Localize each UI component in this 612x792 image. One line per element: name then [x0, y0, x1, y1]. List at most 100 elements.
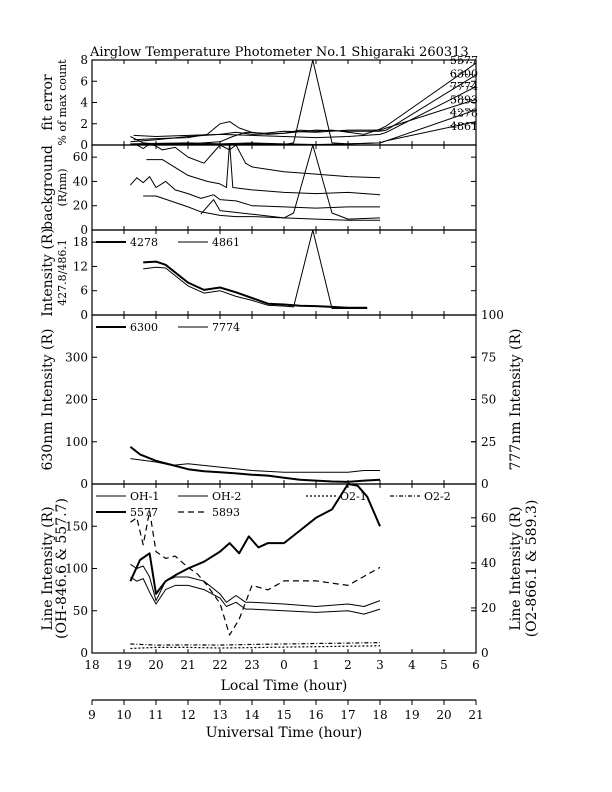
y-tick-label: 6: [80, 284, 88, 298]
series-label-6300: 6300: [450, 67, 478, 80]
series-line-bg-1: [132, 144, 381, 179]
panel-frame: [91, 144, 477, 231]
series-label-7774: 7774: [450, 80, 478, 93]
y-tick-label: 8: [80, 53, 88, 67]
series-line-bg-5: [200, 199, 380, 221]
legend-label-oh-1: OH-1: [130, 490, 159, 503]
legend-label-4861: 4861: [212, 236, 240, 249]
series-line-4861: [130, 59, 476, 145]
y-axis-label-2: 427.8/486.1: [56, 239, 69, 306]
legend-label-5577: 5577: [130, 506, 158, 519]
local-time-tick-label: 1: [312, 658, 320, 672]
y-tick-label: 100: [65, 562, 88, 576]
universal-time-tick-label: 18: [372, 708, 387, 722]
local-time-tick-label: 23: [244, 658, 259, 672]
universal-time-tick-label: 19: [404, 708, 419, 722]
local-time-axis-label: Local Time (hour): [221, 678, 348, 694]
series-line-o2-1: [130, 645, 381, 650]
y-tick-label: 20: [73, 199, 88, 213]
chart-title: Airglow Temperature Photometer No.1 Shig…: [89, 45, 469, 60]
legend-label-o2-1: O2-1: [340, 490, 367, 503]
local-time-tick-label: 0: [280, 658, 288, 672]
series-line-4861: [143, 229, 368, 309]
y-tick-label: 6: [80, 74, 88, 88]
series-line-6300: [129, 446, 381, 483]
legend-label-4278: 4278: [130, 236, 158, 249]
y-tick-label: 50: [73, 604, 88, 618]
y-tick-label: 2: [80, 117, 88, 131]
y-axis-label: background: [40, 145, 56, 230]
series-line-5893: [130, 510, 381, 636]
panel-background: 0 20 40 60 background (R/nm): [40, 144, 477, 237]
series-group: [129, 446, 381, 483]
y-tick-label: 12: [73, 259, 88, 273]
local-time-tick-label: 5: [440, 658, 448, 672]
y-tick-label: 200: [65, 393, 88, 407]
series-group: [130, 59, 476, 145]
y-tick-label: 0: [80, 138, 88, 152]
series-line-oh-1: [130, 576, 381, 615]
legend-label-7774: 7774: [212, 321, 240, 334]
local-time-tick-label: 3: [376, 658, 384, 672]
y-right-tick-label: 20: [481, 601, 496, 615]
label-leader: [447, 85, 477, 87]
series-line-4278: [130, 109, 476, 145]
universal-time-tick-label: 20: [436, 708, 451, 722]
label-leader: [447, 59, 477, 64]
series-line-5577: [129, 483, 381, 595]
y-right-tick-label: 0: [481, 646, 489, 660]
label-leader: [447, 109, 477, 113]
series-label-4861: 4861: [450, 120, 478, 133]
panel-fit: 0 2 4 6 8 fit error% of max count 557763007774…: [40, 53, 478, 152]
y-right-axis-label: 777nm Intensity (R): [508, 328, 524, 470]
series-line-o2-2: [130, 642, 381, 646]
y-tick-label: 0: [80, 477, 88, 491]
panel-red: 0 100 200 300 0 25 50 75 100 630nm Intensity (R) 7…: [40, 308, 524, 491]
universal-time-tick-label: 10: [116, 708, 131, 722]
y-axis-label-2: % of max count: [56, 59, 69, 146]
y-tick-label: 100: [65, 435, 88, 449]
local-time-tick-label: 18: [84, 658, 99, 672]
y-axis-label-2: (R/nm): [56, 168, 69, 206]
legend-label-oh-2: OH-2: [212, 490, 241, 503]
legend: 4278 4861: [96, 236, 240, 249]
y-axis-label-2: (OH-846.6 & 557.7): [54, 498, 70, 639]
y-right-tick-label: 50: [481, 393, 496, 407]
y-tick-label: 300: [65, 350, 88, 364]
y-tick-label: 4: [80, 96, 88, 110]
y-tick-label: 60: [73, 150, 88, 164]
y-right-tick-label: 60: [481, 511, 496, 525]
local-time-tick-label: 21: [180, 658, 195, 672]
universal-time-axis-label: Universal Time (hour): [206, 725, 363, 741]
label-leader: [447, 72, 477, 76]
y-right-axis-label: Line Intensity (R): [508, 506, 524, 630]
series-line-4278: [143, 260, 368, 309]
panel-frame: [91, 59, 477, 146]
y-tick-label: 18: [73, 235, 88, 249]
y-tick-label: 0: [80, 646, 88, 660]
local-time-tick-label: 4: [408, 658, 416, 672]
local-time-tick-label: 2: [344, 658, 352, 672]
series-line-7774: [133, 86, 476, 139]
universal-time-tick-label: 21: [468, 708, 483, 722]
y-axis-label: Line Intensity (R): [40, 506, 56, 630]
local-time-tick-label: 6: [472, 658, 480, 672]
local-time-tick-label: 22: [212, 658, 227, 672]
legend: 6300 7774: [96, 321, 240, 334]
universal-time-tick-label: 15: [276, 708, 291, 722]
y-axis-label: Intensity (R): [40, 228, 56, 317]
series-line-bg-4: [143, 144, 381, 220]
legend: OH-1 OH-2 O2-1 O2-2 5577 5893: [96, 490, 451, 519]
legend-label-o2-2: O2-2: [424, 490, 451, 503]
series-line-bg-3: [130, 176, 380, 209]
universal-time-tick-label: 13: [212, 708, 227, 722]
y-right-tick-label: 100: [481, 308, 504, 322]
series-group: [143, 229, 368, 309]
y-right-tick-label: 75: [481, 350, 496, 364]
universal-time-tick-label: 9: [88, 708, 96, 722]
y-tick-label: 0: [80, 308, 88, 322]
y-tick-label: 40: [73, 174, 88, 188]
series-label-5577: 5577: [450, 54, 478, 67]
